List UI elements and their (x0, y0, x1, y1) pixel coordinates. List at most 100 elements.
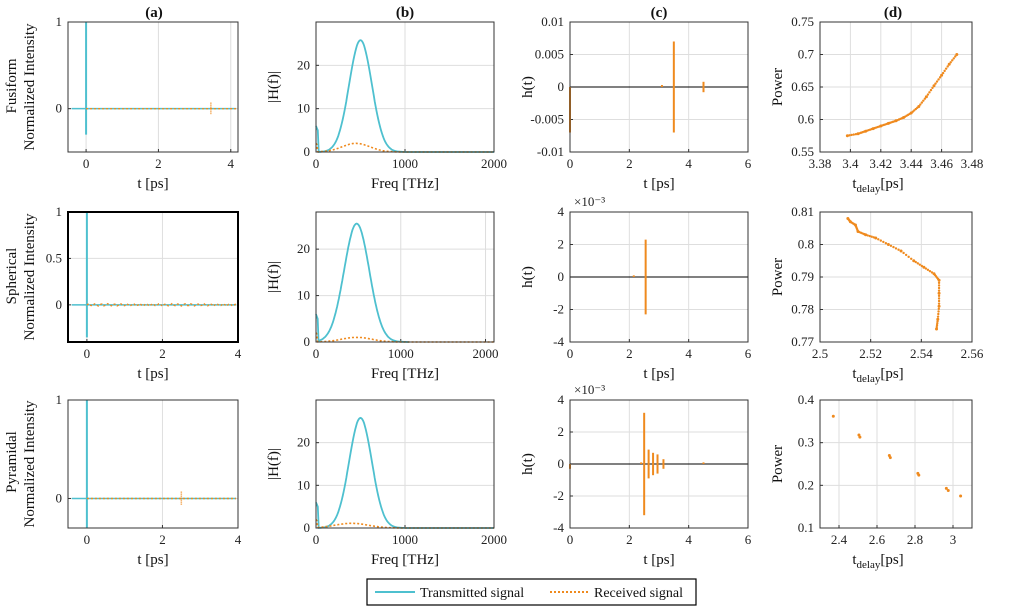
x-axis-label: tdelay[ps] (852, 552, 903, 571)
x-tick-label: 3 (950, 532, 957, 547)
axes-frame (67, 21, 239, 153)
y-tick-label: 0.1 (798, 520, 814, 535)
x-tick-label: 2000 (481, 532, 507, 547)
scatter-point (934, 82, 937, 85)
x-axis-label: t [ps] (137, 552, 168, 568)
y-tick-label: 0.01 (541, 14, 564, 29)
scatter-point (858, 435, 862, 439)
x-tick-label: 0 (313, 156, 320, 171)
x-axis-label: t [ps] (137, 176, 168, 192)
scatter-point (894, 247, 898, 250)
axes-frame (67, 399, 239, 529)
x-tick-label: 3.48 (961, 156, 984, 171)
x-tick-label: 3.38 (809, 156, 832, 171)
y-tick-label: 4 (558, 204, 565, 219)
scatter-point (937, 302, 941, 305)
x-tick-label: 4 (685, 346, 692, 361)
x-tick-label: 0 (567, 532, 574, 547)
y-tick-label: 0 (304, 144, 311, 159)
scatter-point (866, 234, 869, 237)
x-tick-label: 0 (84, 346, 91, 361)
scatter-point (946, 488, 950, 492)
scatter-point (884, 242, 888, 245)
scatter-point (930, 271, 934, 274)
y-exponent-label: ×10⁻³ (574, 382, 605, 397)
axes-frame (315, 399, 495, 529)
y-tick-label: 0.005 (535, 47, 564, 62)
scatter-point (937, 281, 941, 285)
x-tick-label: 2.6 (869, 532, 886, 547)
scatter-point (917, 473, 921, 477)
y-tick-label: 0.7 (798, 47, 815, 62)
x-tick-label: 0 (567, 156, 574, 171)
y-axis-label: h(t) (520, 266, 536, 288)
scatter-point (892, 245, 895, 249)
scatter-point (924, 95, 928, 99)
x-tick-label: 2.52 (859, 346, 882, 361)
column-title-b: (b) (396, 5, 414, 21)
scatter-point (935, 323, 939, 327)
axes-frame (315, 211, 495, 343)
y-axis-label: Power (770, 445, 786, 483)
row-label-pyramidal: Pyramidal (4, 431, 20, 493)
x-tick-label: 4 (235, 532, 242, 547)
y-tick-label: 0.55 (791, 144, 814, 159)
y-tick-label: -0.005 (530, 112, 564, 127)
scatter-point (897, 248, 900, 251)
y-tick-label: 0 (56, 101, 63, 116)
x-axis-label: t [ps] (643, 552, 674, 568)
scatter-point (951, 59, 954, 62)
x-tick-label: 2 (626, 532, 633, 547)
x-tick-label: 2.54 (910, 346, 933, 361)
x-tick-label: 2.4 (831, 532, 848, 547)
scatter-point (941, 71, 945, 75)
plot-area (68, 212, 238, 342)
y-axis-label: |H(f)| (266, 71, 282, 103)
scatter-point (882, 240, 885, 244)
x-tick-label: 3.42 (869, 156, 892, 171)
scatter-point (937, 307, 941, 311)
y-tick-label: 0.65 (791, 79, 814, 94)
scatter-point (920, 101, 924, 104)
x-tick-label: 4 (235, 346, 242, 361)
scatter-point (904, 253, 908, 257)
x-tick-label: 1000 (388, 346, 414, 361)
scatter-point (931, 86, 934, 90)
scatter-point (949, 61, 952, 64)
scatter-point (944, 486, 948, 490)
scatter-point (886, 243, 890, 246)
scatter-point (919, 103, 922, 106)
scatter-point (947, 62, 951, 66)
x-tick-label: 0 (83, 156, 90, 171)
x-tick-label: 2 (155, 156, 162, 171)
x-tick-label: 0 (84, 532, 91, 547)
x-tick-label: 1000 (392, 532, 418, 547)
y-tick-label: -4 (553, 520, 564, 535)
x-tick-label: 2 (626, 346, 633, 361)
y-tick-label: 0 (304, 334, 311, 349)
y-axis-label: Power (770, 68, 786, 106)
scatter-point (940, 73, 944, 77)
y-axis-label: h(t) (520, 76, 536, 98)
x-tick-label: 2.8 (907, 532, 923, 547)
scatter-point (926, 93, 930, 96)
scatter-point (870, 235, 873, 238)
y-tick-label: 0 (558, 79, 565, 94)
x-tick-label: 2.5 (812, 346, 828, 361)
x-tick-label: 0 (567, 346, 574, 361)
scatter-point (920, 264, 924, 268)
plot-area (68, 400, 238, 528)
x-axis-label: Freq [THz] (371, 366, 439, 382)
column-title-a: (a) (145, 5, 163, 21)
scatter-point (918, 263, 922, 266)
scatter-point (902, 251, 905, 255)
y-exponent-label: ×10⁻³ (574, 194, 605, 209)
x-tick-label: 2 (626, 156, 633, 171)
x-tick-label: 4 (685, 532, 692, 547)
y-tick-label: 1 (56, 14, 63, 29)
scatter-point (879, 239, 882, 242)
y-tick-label: 10 (297, 288, 310, 303)
scatter-point (955, 53, 959, 56)
x-tick-label: 2 (159, 532, 166, 547)
scatter-point (937, 294, 941, 298)
